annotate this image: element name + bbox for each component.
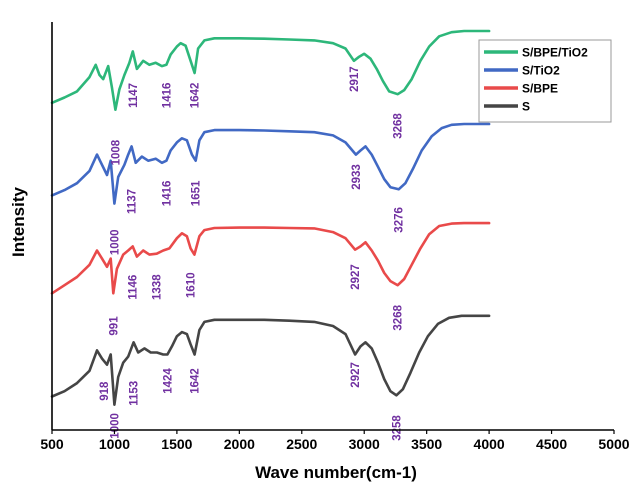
peak-label: 1137 bbox=[127, 189, 139, 214]
series-layer bbox=[50, 29, 491, 407]
peak-label: 3268 bbox=[393, 113, 405, 139]
x-tick-label: 500 bbox=[40, 436, 64, 452]
peak-label: 2933 bbox=[351, 164, 363, 190]
y-axis-title: Intensity bbox=[9, 187, 28, 257]
x-tick-label: 1000 bbox=[99, 436, 130, 452]
peak-label: 1000 bbox=[109, 230, 121, 256]
peak-label: 918 bbox=[99, 381, 111, 401]
peak-label: 991 bbox=[108, 316, 120, 336]
peak-label: 1147 bbox=[128, 83, 140, 108]
x-tick-label: 3000 bbox=[349, 436, 380, 452]
peak-label: 1651 bbox=[191, 180, 203, 206]
legend-label-s: S bbox=[522, 100, 530, 114]
peak-label: 2927 bbox=[350, 362, 362, 388]
series-line-s-bpe-tio2 bbox=[50, 29, 491, 111]
peak-label: 1146 bbox=[128, 275, 140, 300]
peak-label: 1153 bbox=[129, 381, 141, 406]
x-tick-label: 2500 bbox=[286, 436, 317, 452]
legend-label-s-bpe: S/BPE bbox=[522, 82, 558, 96]
legend: S/BPE/TiO2 S/TiO2 S/BPE S bbox=[478, 39, 612, 123]
legend-label-s-bpe-tio2: S/BPE/TiO2 bbox=[522, 46, 588, 60]
peak-label: 1610 bbox=[186, 272, 198, 298]
series-line-s-tio2 bbox=[50, 122, 491, 205]
peak-label: 1416 bbox=[161, 181, 173, 207]
x-tick-label: 4500 bbox=[536, 436, 567, 452]
peak-label: 3276 bbox=[394, 207, 406, 233]
x-tick-layer: 500 1000 1500 2000 2500 3000 3500 4000 4500 5000 bbox=[40, 430, 630, 452]
peak-label: 1338 bbox=[152, 274, 164, 300]
x-tick-label: 4000 bbox=[474, 436, 505, 452]
x-tick-label: 1500 bbox=[161, 436, 192, 452]
peak-label: 1424 bbox=[162, 368, 174, 394]
peak-label: 1416 bbox=[161, 83, 173, 109]
peak-label: 1642 bbox=[190, 368, 202, 394]
series-line-s-bpe bbox=[50, 221, 491, 295]
peak-label: 3258 bbox=[391, 415, 403, 441]
peak-label: 1642 bbox=[190, 83, 202, 109]
x-axis-title: Wave number(cm-1) bbox=[255, 463, 417, 482]
peak-label: 1000 bbox=[109, 413, 121, 439]
x-tick-label: 2000 bbox=[224, 436, 255, 452]
peak-label: 1008 bbox=[110, 139, 122, 165]
peak-label: 2927 bbox=[350, 264, 362, 290]
series-line-s bbox=[50, 314, 491, 407]
legend-items: S/BPE/TiO2 S/TiO2 S/BPE S bbox=[484, 46, 588, 114]
x-tick-label: 3500 bbox=[411, 436, 442, 452]
peak-label: 3268 bbox=[393, 304, 405, 330]
legend-label-s-tio2: S/TiO2 bbox=[522, 64, 560, 78]
peak-label: 2917 bbox=[349, 66, 361, 92]
peak-label-layer: 1008 1147 1416 1642 2917 3268 1000 1137 1416 1651… bbox=[99, 66, 406, 440]
x-tick-label: 5000 bbox=[598, 436, 629, 452]
